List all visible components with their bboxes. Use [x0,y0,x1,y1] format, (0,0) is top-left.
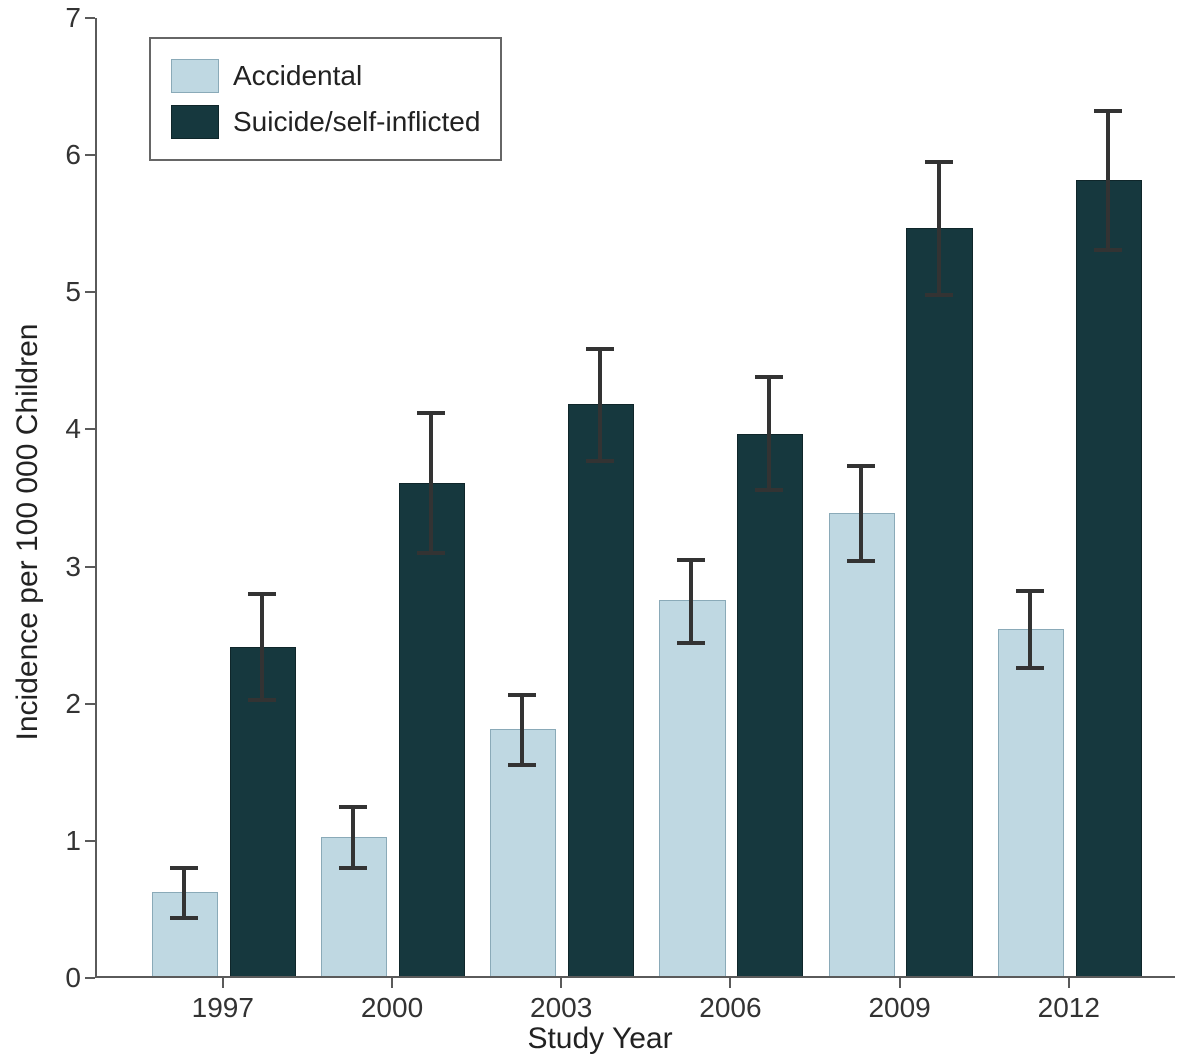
x-tick [899,978,901,988]
legend-label: Suicide/self-inflicted [233,106,480,138]
y-tick [85,840,95,842]
y-tick [85,977,95,979]
chart-container: Incidence per 100 000 Children Study Yea… [0,0,1200,1064]
errorbar-cap [248,698,276,702]
errorbar-cap [1016,589,1044,593]
errorbar-line [859,466,863,561]
y-tick [85,291,95,293]
errorbar-cap [586,459,614,463]
bar [659,600,725,976]
errorbar-cap [170,916,198,920]
errorbar-line [689,560,693,644]
errorbar-cap [339,805,367,809]
errorbar-cap [417,551,445,555]
errorbar-cap [1094,248,1122,252]
errorbar-line [182,868,186,917]
bar [1076,180,1142,976]
errorbar-cap [339,866,367,870]
y-tick [85,566,95,568]
x-tick [222,978,224,988]
x-tick-label: 2012 [1038,992,1100,1024]
x-tick [729,978,731,988]
errorbar-line [598,349,602,461]
legend-item: Suicide/self-inflicted [171,99,480,145]
legend-label: Accidental [233,60,362,92]
errorbar-cap [677,641,705,645]
x-tick [1068,978,1070,988]
y-axis-title: Incidence per 100 000 Children [11,324,45,741]
x-tick-label: 2006 [699,992,761,1024]
x-tick-label: 2003 [530,992,592,1024]
x-tick [391,978,393,988]
errorbar-cap [677,558,705,562]
errorbar-cap [417,411,445,415]
errorbar-cap [925,160,953,164]
y-tick-label: 6 [65,139,81,171]
legend-swatch [171,105,219,139]
y-tick [85,428,95,430]
errorbar-line [520,695,524,765]
y-tick-label: 3 [65,551,81,583]
errorbar-cap [586,347,614,351]
errorbar-line [937,162,941,295]
errorbar-line [1106,111,1110,250]
errorbar-cap [508,763,536,767]
legend-swatch [171,59,219,93]
errorbar-cap [248,592,276,596]
errorbar-cap [755,488,783,492]
x-tick-label: 1997 [192,992,254,1024]
y-axis-line [95,18,97,978]
errorbar-cap [170,866,198,870]
errorbar-line [429,413,433,553]
errorbar-line [767,377,771,489]
x-axis-line [95,976,1175,978]
y-tick-label: 4 [65,413,81,445]
y-tick-label: 0 [65,962,81,994]
errorbar-line [351,807,355,869]
bar [906,228,972,976]
errorbar-line [1028,591,1032,668]
y-tick-label: 2 [65,688,81,720]
x-tick-label: 2000 [361,992,423,1024]
bar [737,434,803,976]
bar [399,483,465,976]
bar [829,513,895,976]
y-tick-label: 7 [65,2,81,34]
errorbar-cap [755,375,783,379]
y-tick [85,17,95,19]
x-axis-title: Study Year [527,1022,672,1056]
y-tick-label: 1 [65,825,81,857]
plot-area: AccidentalSuicide/self-inflicted 0123456… [95,18,1175,978]
errorbar-line [260,594,264,700]
errorbar-cap [1016,666,1044,670]
errorbar-cap [925,293,953,297]
errorbar-cap [508,693,536,697]
errorbar-cap [1094,109,1122,113]
y-tick-label: 5 [65,276,81,308]
y-tick [85,154,95,156]
errorbar-cap [847,559,875,563]
x-tick [560,978,562,988]
legend-item: Accidental [171,53,480,99]
bar [568,404,634,976]
bar [998,629,1064,976]
y-tick [85,703,95,705]
legend: Accidental Suicide/self-inflicted [149,37,502,161]
errorbar-cap [847,464,875,468]
x-tick-label: 2009 [868,992,930,1024]
